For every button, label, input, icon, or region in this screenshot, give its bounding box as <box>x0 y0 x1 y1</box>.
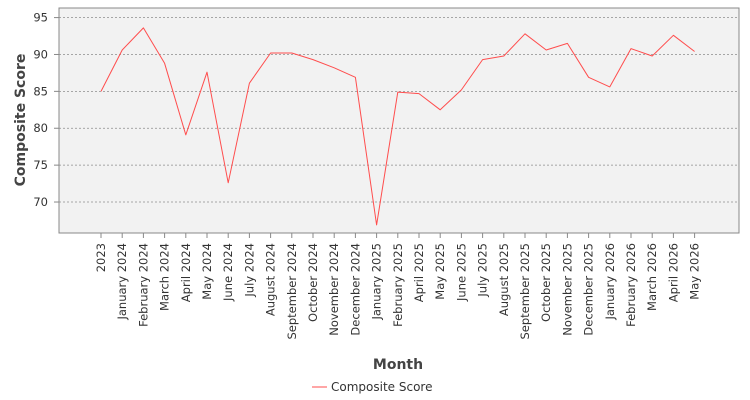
data-point <box>206 71 208 73</box>
data-point <box>185 134 187 136</box>
x-tick-label: 2023 <box>94 243 108 272</box>
x-tick-label: August 2024 <box>264 243 278 316</box>
series-layer <box>100 27 695 226</box>
data-point <box>100 90 102 92</box>
x-tick-label: September 2025 <box>518 243 532 340</box>
data-point <box>439 109 441 111</box>
series-line-composite-score <box>100 27 695 226</box>
data-point <box>587 76 589 78</box>
y-tick-label: 70 <box>33 195 48 209</box>
x-tick-label: December 2025 <box>582 243 596 336</box>
y-axis-ticks: 70 75 80 85 90 95 <box>33 11 59 209</box>
data-point <box>418 92 420 94</box>
data-point <box>227 182 229 184</box>
data-point <box>503 55 505 57</box>
data-point <box>651 55 653 57</box>
data-point <box>142 27 144 29</box>
x-tick-label: April 2026 <box>666 243 680 302</box>
x-tick-label: August 2025 <box>497 243 511 316</box>
y-tick-label: 75 <box>33 158 48 172</box>
data-point <box>312 58 314 60</box>
y-tick-label: 90 <box>33 47 48 61</box>
data-point <box>566 42 568 44</box>
y-tick-label: 80 <box>33 121 48 135</box>
data-point <box>693 50 695 52</box>
plot-border <box>58 7 740 234</box>
x-tick-label: May 2026 <box>688 243 702 300</box>
data-point <box>397 91 399 93</box>
y-tick-label: 85 <box>33 84 48 98</box>
data-point <box>354 76 356 78</box>
x-tick-label: December 2024 <box>348 243 362 336</box>
legend: Composite Score <box>312 380 432 394</box>
x-tick-label: February 2026 <box>624 243 638 327</box>
x-tick-label: June 2025 <box>454 243 468 302</box>
data-point <box>248 82 250 84</box>
x-tick-label: March 2026 <box>645 243 659 311</box>
x-tick-label: October 2024 <box>306 243 320 322</box>
x-tick-label: February 2025 <box>391 243 405 327</box>
x-axis-title: Month <box>373 357 423 373</box>
x-tick-label: October 2025 <box>539 243 553 322</box>
data-point <box>163 62 165 64</box>
data-point <box>333 67 335 69</box>
x-tick-label: April 2025 <box>412 243 426 302</box>
y-tick-label: 95 <box>33 11 48 25</box>
data-point <box>609 86 611 88</box>
data-point <box>630 47 632 49</box>
data-point <box>481 58 483 60</box>
data-point <box>460 89 462 91</box>
data-point <box>375 224 377 226</box>
x-tick-label: May 2025 <box>433 243 447 300</box>
y-axis-title: Composite Score <box>13 54 29 187</box>
data-point <box>291 52 293 54</box>
gridlines <box>59 17 739 203</box>
data-point <box>545 49 547 51</box>
x-axis-ticks: 2023 January 2024 February 2024 March 2024 A… <box>94 233 702 340</box>
data-point <box>269 52 271 54</box>
x-tick-label: June 2024 <box>221 243 235 302</box>
legend-label: Composite Score <box>331 380 432 394</box>
x-tick-label: February 2024 <box>136 243 150 327</box>
x-tick-label: September 2024 <box>285 243 299 340</box>
plot-area <box>59 8 739 233</box>
x-tick-label: November 2025 <box>560 243 574 336</box>
data-point <box>672 34 674 36</box>
x-tick-label: March 2024 <box>158 243 172 311</box>
x-tick-label: May 2024 <box>200 243 214 300</box>
data-point <box>524 33 526 35</box>
x-tick-label: July 2025 <box>476 243 490 298</box>
x-tick-label: January 2025 <box>370 243 384 321</box>
x-tick-label: November 2024 <box>327 243 341 336</box>
x-tick-label: January 2026 <box>603 243 617 321</box>
x-tick-label: April 2024 <box>179 243 193 302</box>
x-tick-label: July 2024 <box>242 243 256 298</box>
x-tick-label: January 2024 <box>115 243 129 321</box>
data-point <box>121 49 123 51</box>
